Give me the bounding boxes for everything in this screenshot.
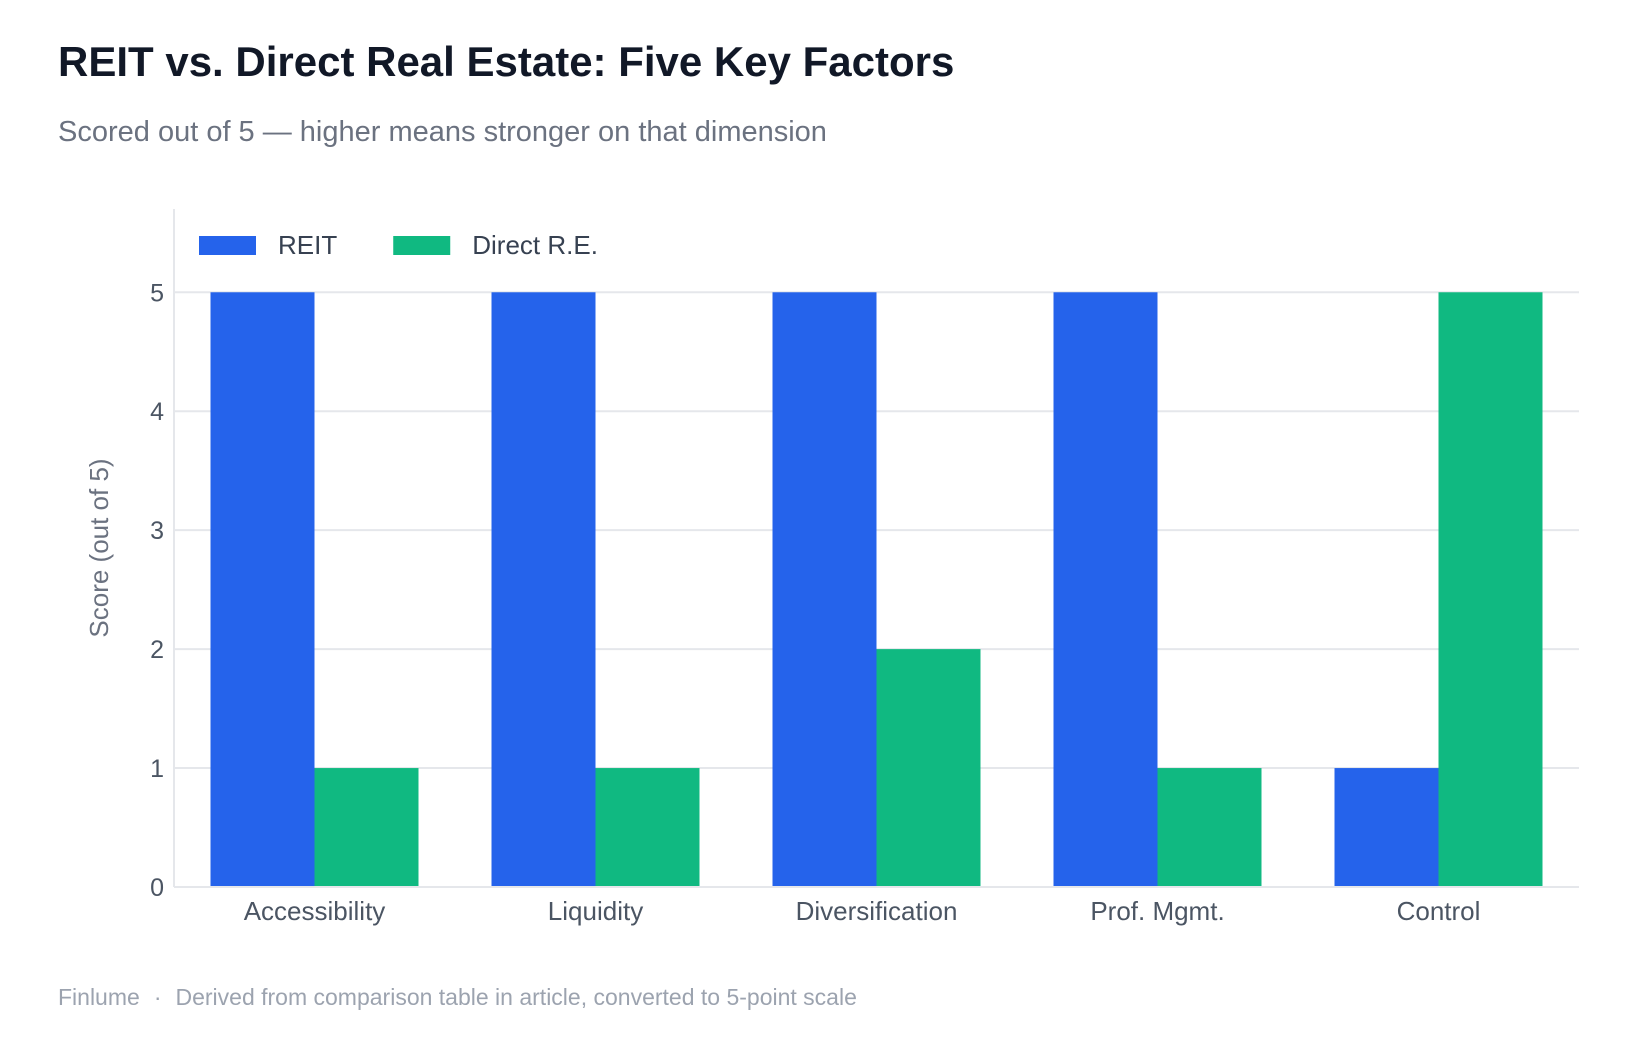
- y-tick-label: 2: [150, 636, 164, 664]
- bar-direct-re: [1438, 292, 1543, 887]
- footer: Finlume · Derived from comparison table in…: [58, 984, 857, 1011]
- legend-swatch: [393, 236, 451, 255]
- legend-label: REIT: [278, 230, 337, 260]
- bar-reit: [210, 292, 315, 887]
- bar-direct-re: [314, 768, 419, 887]
- bar-direct-re: [595, 768, 700, 887]
- x-tick-label: Liquidity: [548, 896, 643, 926]
- legend-swatch: [199, 236, 256, 255]
- y-tick-label: 5: [150, 279, 164, 307]
- bar-reit: [772, 292, 877, 887]
- x-tick-label: Prof. Mgmt.: [1090, 896, 1224, 926]
- y-tick-label: 3: [150, 517, 164, 545]
- y-tick-label: 0: [150, 874, 164, 902]
- x-tick-label: Accessibility: [244, 896, 386, 926]
- footer-note: Derived from comparison table in article…: [175, 984, 857, 1010]
- chart-subtitle: Scored out of 5 — higher means stronger …: [58, 116, 827, 148]
- legend-label: Direct R.E.: [472, 230, 598, 260]
- bar-reit: [1053, 292, 1158, 887]
- footer-separator: ·: [153, 984, 162, 1010]
- y-axis-label: Score (out of 5): [84, 458, 114, 637]
- x-tick-label: Diversification: [796, 896, 958, 926]
- bar-reit: [491, 292, 596, 887]
- bar-direct-re: [1157, 768, 1262, 887]
- chart-title: REIT vs. Direct Real Estate: Five Key Fa…: [58, 38, 955, 85]
- y-tick-label: 4: [150, 398, 164, 426]
- y-tick-label: 1: [150, 755, 164, 783]
- footer-brand: Finlume: [58, 984, 140, 1010]
- bar-reit: [1334, 768, 1439, 887]
- bar-direct-re: [876, 649, 981, 887]
- x-tick-label: Control: [1397, 896, 1481, 926]
